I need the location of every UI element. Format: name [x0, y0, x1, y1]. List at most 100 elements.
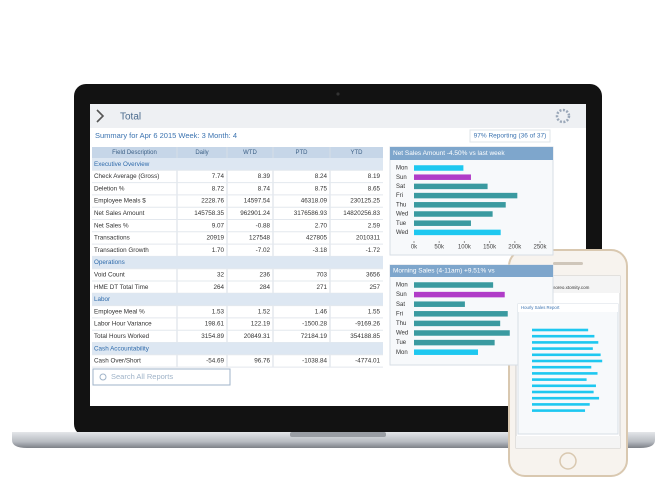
row-label: Net Sales Amount: [94, 210, 145, 217]
cell: 8.72: [212, 185, 225, 192]
phone-toolbar: [516, 436, 620, 448]
cell: 2.59: [368, 222, 381, 229]
cell: 14597.54: [244, 198, 271, 205]
cell: 2010311: [356, 235, 381, 242]
bar: [414, 320, 501, 327]
laptop-notch: [290, 432, 386, 437]
cell: 1.46: [315, 308, 328, 315]
table-header: [92, 147, 383, 158]
search-placeholder: Search All Reports: [111, 372, 173, 381]
cell: -4774.01: [355, 358, 380, 365]
row-label: Net Sales %: [94, 222, 129, 229]
cell: 9.07: [212, 222, 225, 229]
cell: -54.69: [206, 358, 224, 365]
cell: 8.75: [315, 185, 328, 192]
cell: 3656: [366, 272, 381, 279]
settings-icon[interactable]: [555, 108, 571, 124]
category-label: Sun: [396, 175, 407, 181]
reporting: 97% Reporting (36 of 37): [474, 133, 547, 140]
bar: [532, 384, 596, 388]
row-label: Employee Meals $: [94, 198, 146, 205]
cell: 8.65: [368, 185, 381, 192]
bar: [532, 347, 593, 350]
cell: 703: [316, 272, 327, 279]
search-box[interactable]: [92, 368, 231, 386]
category-label: Mon: [396, 350, 408, 356]
cell: 145758.35: [194, 210, 224, 217]
cell: 230125.25: [350, 198, 380, 205]
column-header: Daily: [195, 150, 208, 156]
bar: [532, 353, 601, 357]
cell: 7.74: [212, 173, 225, 180]
bar: [532, 390, 594, 394]
cell: 1.55: [368, 308, 381, 315]
chart-panel: [389, 146, 554, 256]
bar: [414, 165, 464, 171]
section-row: [92, 256, 383, 269]
category-label: Wed: [396, 212, 408, 218]
bar: [414, 174, 471, 180]
bar: [414, 202, 506, 208]
cell: -7.02: [256, 247, 271, 254]
x-tick-label: 150k: [483, 245, 497, 251]
nav-back[interactable]: [96, 109, 105, 123]
cell: 2228.76: [201, 198, 224, 205]
bar: [414, 229, 501, 236]
bar: [414, 211, 493, 217]
chart-title-bar: [390, 265, 553, 277]
category-label: Sat: [396, 302, 405, 308]
reporting-box: [469, 129, 551, 143]
section-label: Executive Overview: [94, 161, 150, 168]
cell: 32: [217, 272, 225, 279]
cell: 122.19: [251, 321, 271, 328]
bar: [414, 339, 495, 346]
phone-home-button[interactable]: [559, 452, 577, 470]
chart-title: Net Sales Amount -4.50% vs last week: [393, 150, 505, 157]
cell: -3.18: [313, 247, 328, 254]
row-label: Cash Over/Short: [94, 358, 141, 365]
category-label: Fri: [396, 193, 403, 199]
cell: 354188.85: [350, 333, 380, 340]
bar: [532, 403, 590, 406]
cell: 14820256.83: [343, 210, 380, 217]
column-header: PTD: [296, 150, 309, 156]
row-label: Transaction Growth: [94, 247, 149, 254]
section-row: [92, 158, 383, 171]
bar: [414, 311, 508, 317]
section-label: Cash Accountability: [94, 345, 150, 352]
cell: -1.72: [366, 247, 381, 254]
category-label: Wed: [396, 230, 408, 236]
summary: Summary for Apr 6 2015 Week: 3 Month: 4: [95, 131, 237, 140]
cell: 236: [259, 272, 270, 279]
row-label: Labor Hour Variance: [94, 321, 152, 328]
cell: 1.53: [212, 308, 225, 315]
column-header: Field Description: [112, 150, 157, 156]
bar: [532, 328, 589, 332]
column-header: WTD: [243, 150, 257, 156]
cell: 2.70: [315, 222, 328, 229]
cell: 20919: [206, 235, 224, 242]
row-label: Transactions: [94, 235, 130, 242]
category-label: Thu: [396, 321, 406, 327]
cell: 46318.09: [301, 198, 328, 205]
cell: 264: [213, 284, 224, 291]
cell: 257: [369, 284, 380, 291]
column-header: YTD: [351, 150, 364, 156]
chart-title: Morning Sales (4-11am) +9.51% vs: [393, 268, 495, 275]
bar: [532, 359, 603, 363]
bar: [414, 282, 494, 288]
bar: [414, 183, 488, 190]
cell: 72184.19: [301, 333, 328, 340]
camera: [336, 92, 340, 96]
x-tick-label: 200k: [508, 245, 522, 251]
category-label: Fri: [396, 311, 403, 317]
cell: -0.88: [256, 222, 271, 229]
section-row: [92, 342, 383, 355]
category-label: Tue: [396, 221, 407, 227]
bar: [414, 301, 465, 307]
chart-panel: [517, 303, 619, 435]
bar: [414, 192, 518, 199]
x-tick-label: 50k: [434, 245, 445, 251]
cell: 3154.89: [201, 333, 224, 340]
